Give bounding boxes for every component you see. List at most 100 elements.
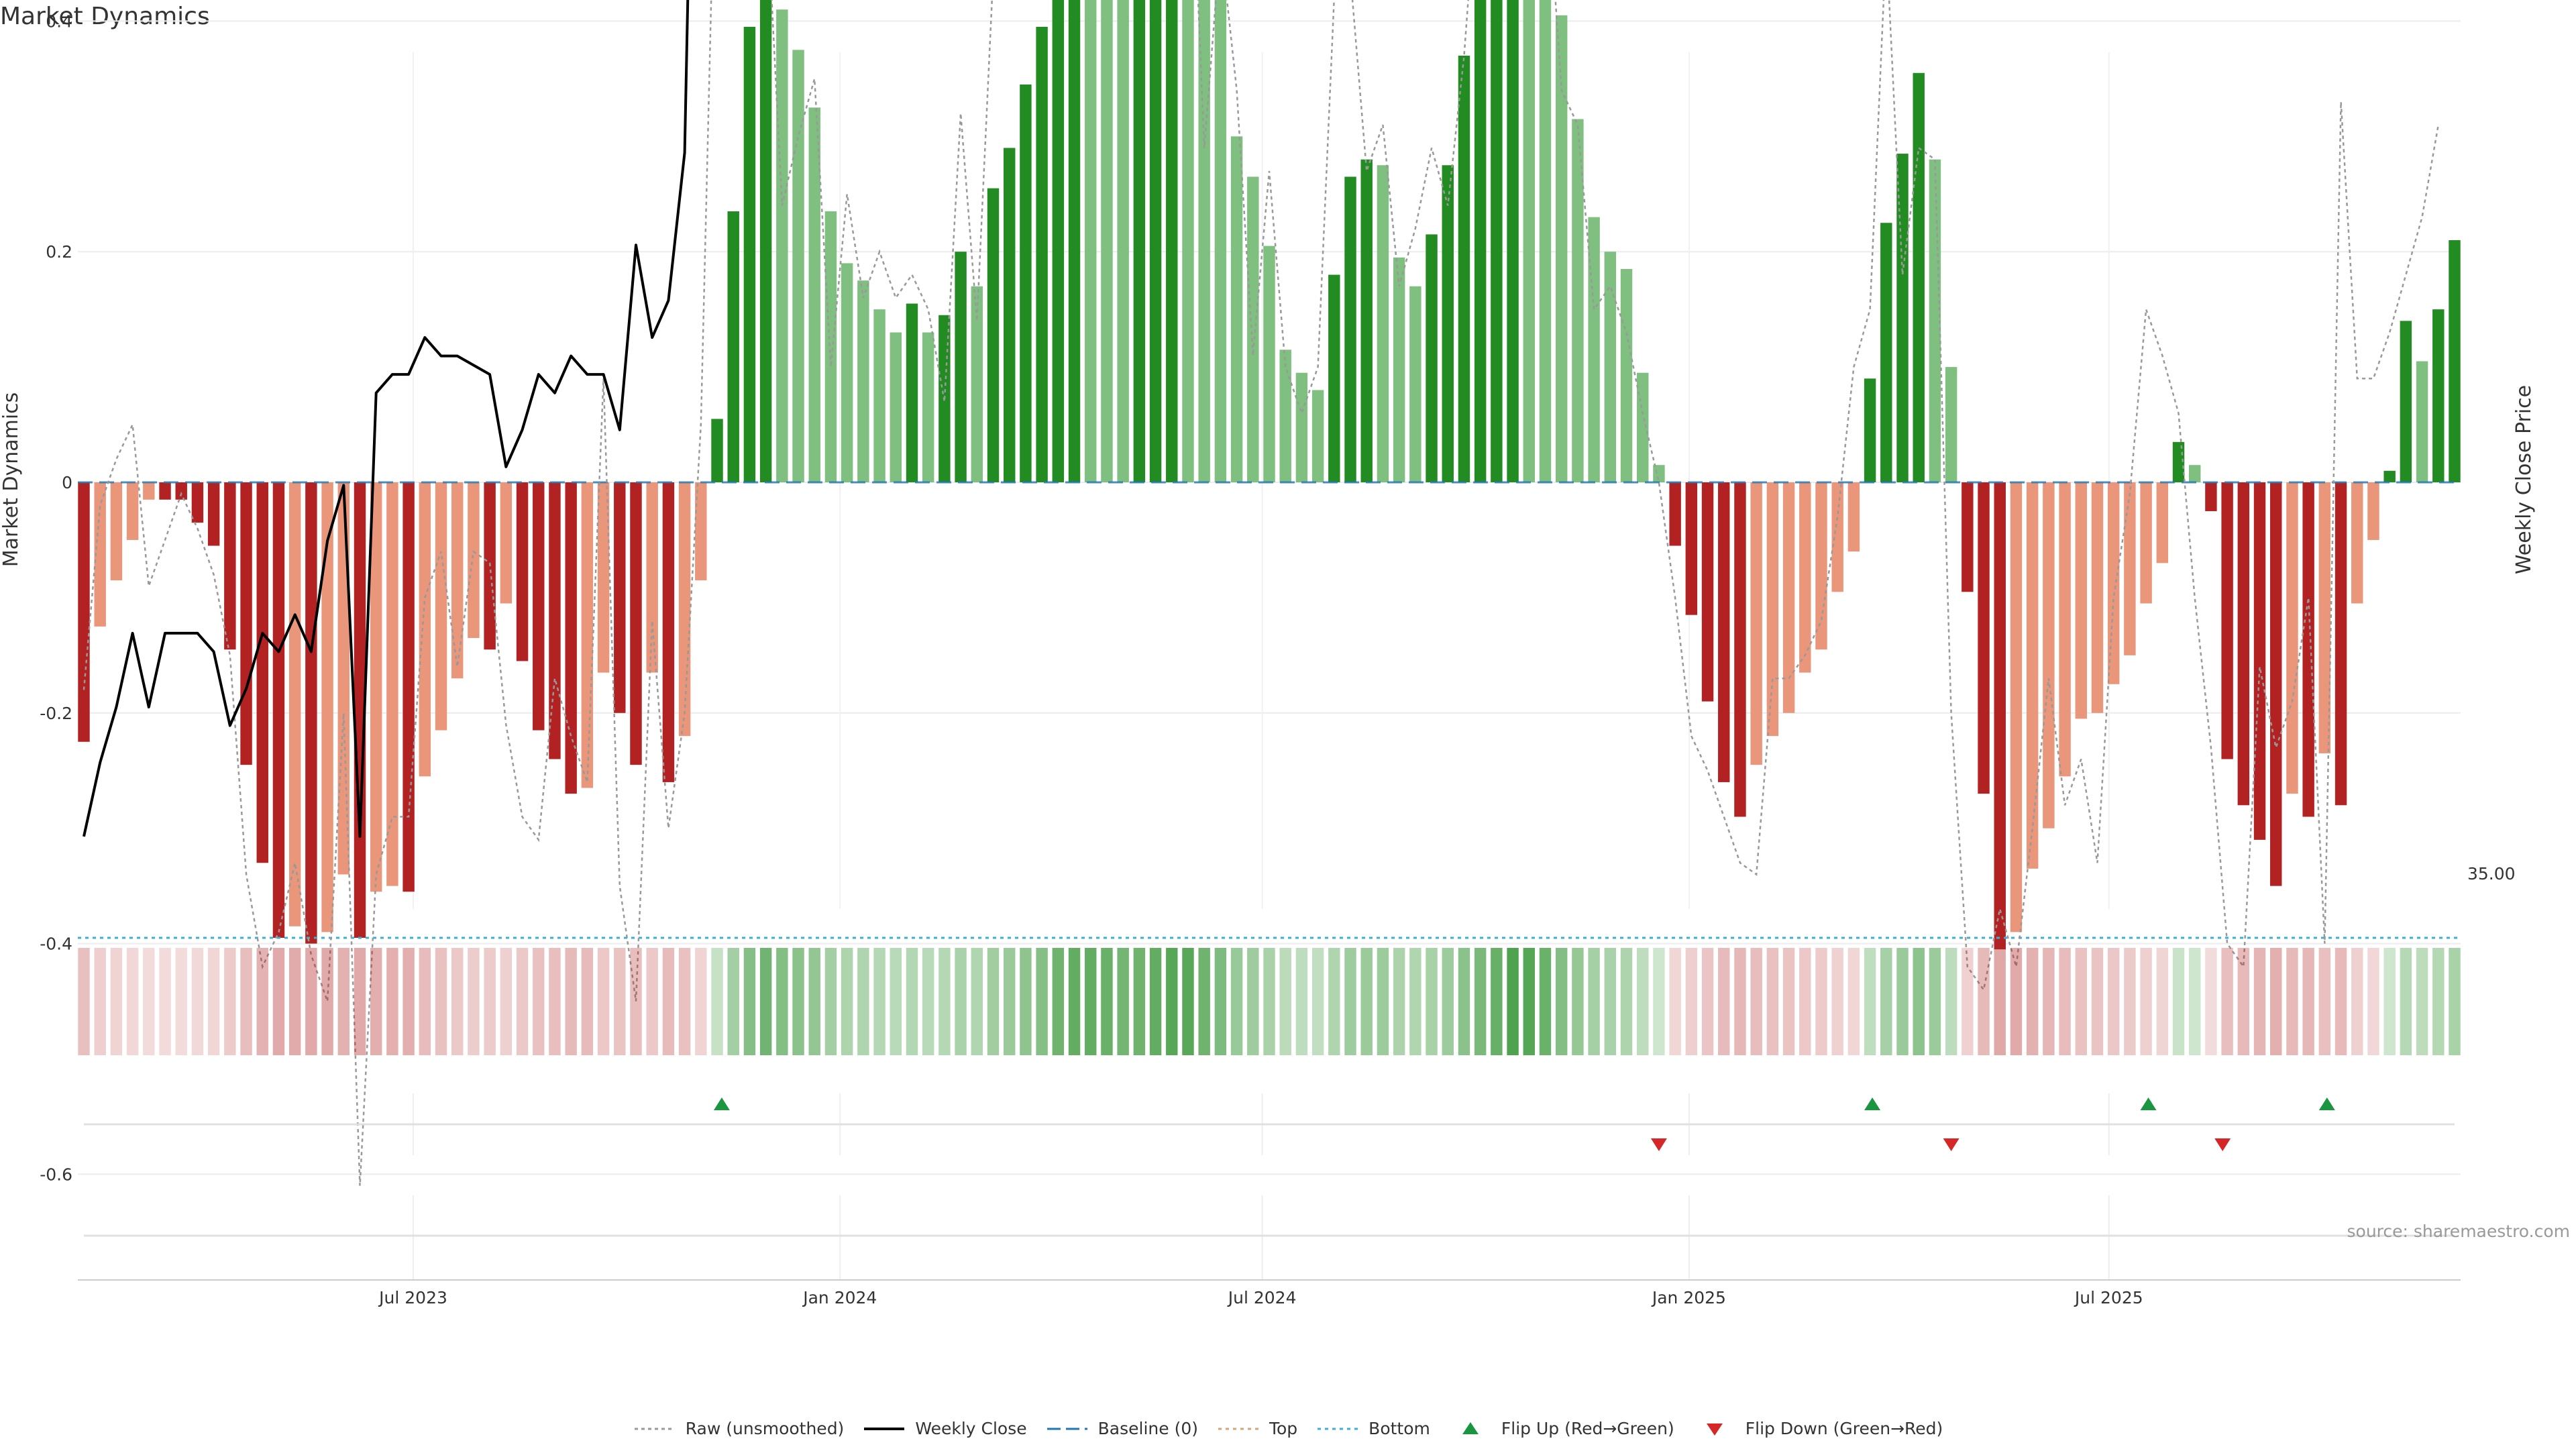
heat-cell: [1945, 948, 1957, 1055]
heat-cell: [500, 948, 513, 1055]
heat-cell: [370, 948, 382, 1055]
bar: [256, 482, 268, 863]
bar: [1230, 136, 1243, 483]
bar: [646, 482, 658, 673]
legend-label: Bottom: [1368, 1419, 1430, 1438]
bar: [159, 482, 171, 500]
bar: [1701, 482, 1714, 702]
bar: [759, 0, 772, 482]
heat-cell: [1052, 948, 1065, 1055]
heat-cell: [808, 948, 820, 1055]
bar: [1864, 378, 1876, 482]
heat-cell: [1311, 948, 1324, 1055]
bar: [1474, 0, 1487, 483]
bar: [1344, 176, 1356, 482]
legend-swatch-flip-up: [1462, 1421, 1479, 1434]
heat-cell: [906, 948, 918, 1055]
bar: [873, 309, 885, 482]
heat-cell: [1799, 948, 1811, 1055]
heat-cell: [2059, 948, 2071, 1055]
heat-cell: [1653, 948, 1665, 1055]
heat-cell: [2367, 948, 2379, 1055]
bar-series: [78, 0, 2461, 950]
bar: [191, 482, 204, 523]
bar: [1442, 165, 1454, 482]
bar: [1263, 246, 1275, 482]
bar: [1149, 0, 1162, 482]
bar: [1328, 274, 1340, 482]
heat-cell: [1214, 948, 1227, 1055]
bar: [1604, 252, 1617, 482]
bar: [2172, 441, 2185, 482]
heat-cell: [743, 948, 756, 1055]
heat-cell: [646, 948, 658, 1055]
bar: [500, 482, 513, 604]
heat-cell: [2416, 948, 2428, 1055]
y-tick-label: -0.6: [40, 1165, 72, 1184]
heat-cell: [614, 948, 626, 1055]
heat-cell: [1409, 948, 1421, 1055]
bar: [1831, 482, 1843, 592]
heat-cell: [2075, 948, 2087, 1055]
bar: [1572, 119, 1584, 482]
bar: [419, 482, 431, 777]
legend-label: Flip Up (Red→Green): [1501, 1419, 1674, 1438]
heat-cell: [2351, 948, 2363, 1055]
y-tick-label: -0.4: [40, 934, 72, 954]
heat-cell: [1020, 948, 1032, 1055]
heat-cell: [630, 948, 642, 1055]
y-axis-label: Market Dynamics: [0, 392, 23, 568]
bar: [354, 482, 366, 938]
x-tick-label: Jan 2025: [1651, 1288, 1726, 1307]
heat-cell: [1085, 948, 1097, 1055]
heat-cell: [2043, 948, 2055, 1055]
heat-cell: [435, 948, 447, 1055]
heat-cell: [1166, 948, 1178, 1055]
bar: [678, 482, 691, 737]
heat-cell: [207, 948, 220, 1055]
heat-cell: [2140, 948, 2152, 1055]
heat-cell: [1149, 948, 1162, 1055]
heat-cell: [94, 948, 106, 1055]
flip-down-marker: [1650, 1138, 1667, 1151]
bar: [1815, 482, 1827, 650]
bar: [2302, 482, 2314, 817]
heat-cell: [695, 948, 707, 1055]
bar: [1020, 84, 1032, 482]
heat-cell: [240, 948, 252, 1055]
bar: [78, 482, 90, 742]
bar: [662, 482, 675, 782]
heat-cell: [1230, 948, 1243, 1055]
bar: [1994, 482, 2006, 950]
heat-cell: [922, 948, 934, 1055]
heat-cell: [288, 948, 301, 1055]
bar: [1101, 0, 1113, 483]
heat-cell: [78, 948, 90, 1055]
legend-item: Flip Up (Red→Green): [1449, 1419, 1674, 1438]
bar: [1539, 0, 1552, 482]
heat-cell: [2010, 948, 2023, 1055]
bar: [1117, 0, 1129, 482]
bar: [1295, 372, 1308, 482]
y-tick-label: 0: [62, 473, 72, 492]
heat-cell: [2026, 948, 2039, 1055]
legend-item: Raw (unsmoothed): [633, 1419, 844, 1438]
heat-cell: [1523, 948, 1536, 1055]
bar: [2237, 482, 2250, 806]
heat-cell: [597, 948, 610, 1055]
bar: [987, 188, 1000, 482]
heat-cell: [1507, 948, 1519, 1055]
bar: [2400, 321, 2412, 482]
heat-cell: [1539, 948, 1552, 1055]
bar: [955, 252, 967, 482]
heat-cell: [1117, 948, 1129, 1055]
bar: [1393, 257, 1405, 482]
x-axis: Jul 2023 Jan 2024 Jul 2024 Jan 2025 Jul 2025: [78, 1279, 2461, 1307]
bar: [2075, 482, 2087, 719]
bar: [808, 107, 820, 482]
bar: [1847, 482, 1860, 552]
heat-cell: [1036, 948, 1048, 1055]
legend-swatch-flip-down: [1706, 1423, 1723, 1436]
bar: [2188, 465, 2201, 482]
heat-cell: [2432, 948, 2445, 1055]
